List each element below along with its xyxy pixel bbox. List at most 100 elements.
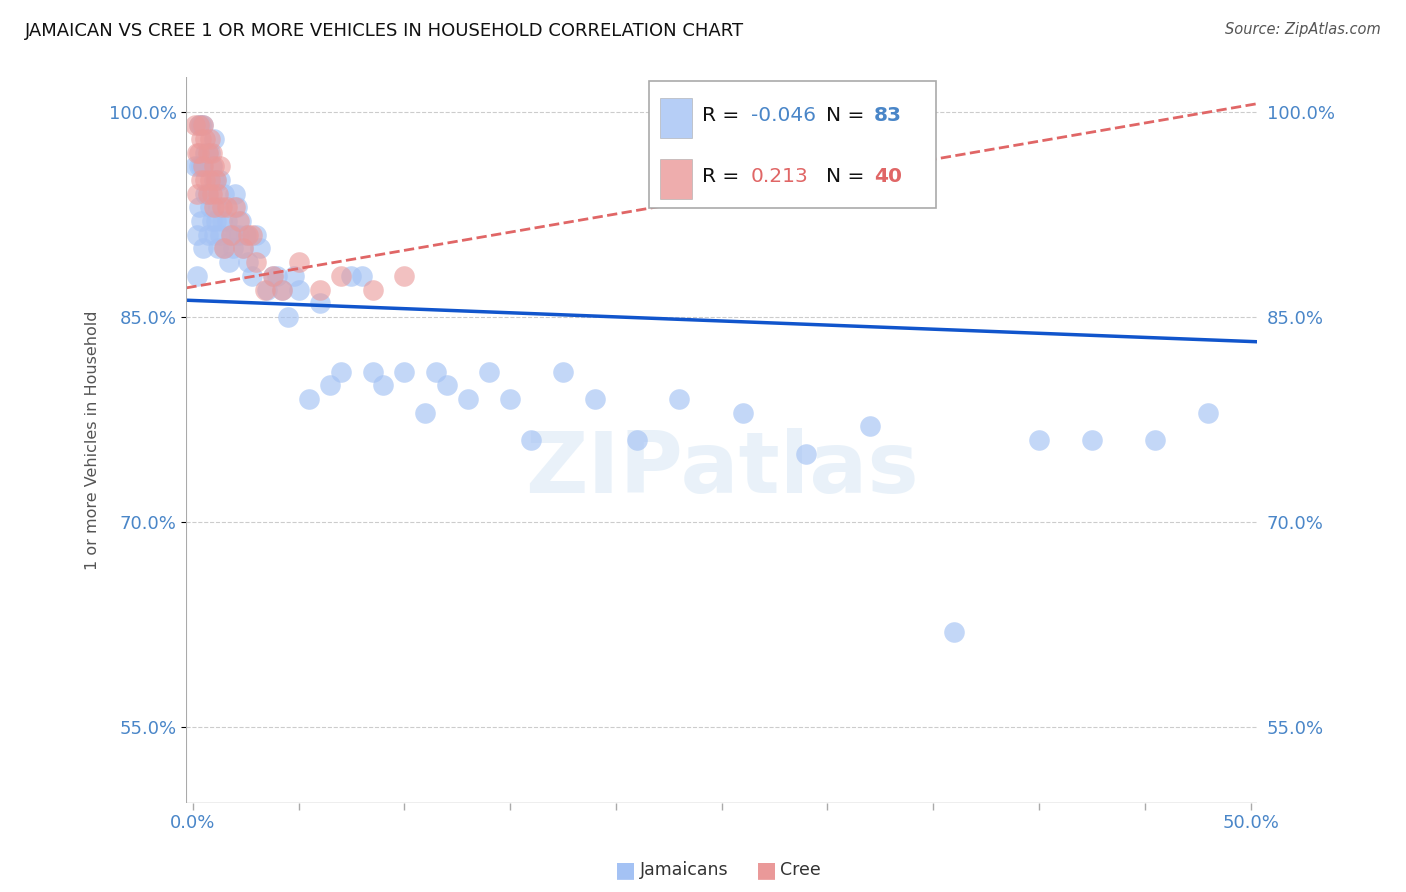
Point	[219, 227, 242, 242]
Point	[1144, 433, 1167, 447]
Point	[551, 365, 574, 379]
Point	[277, 310, 299, 324]
Point	[202, 201, 225, 215]
Point	[373, 378, 395, 392]
Point	[186, 227, 208, 242]
Point	[193, 242, 215, 256]
Point	[188, 145, 211, 160]
Point	[198, 173, 221, 187]
Point	[245, 227, 267, 242]
Point	[194, 173, 217, 187]
Point	[190, 119, 212, 133]
Point	[287, 255, 309, 269]
Text: ■: ■	[616, 860, 636, 880]
Point	[186, 145, 208, 160]
Point	[235, 227, 257, 242]
Point	[214, 242, 236, 256]
Point	[186, 268, 208, 283]
Point	[394, 365, 416, 379]
Point	[193, 160, 215, 174]
Point	[228, 214, 250, 228]
Point	[188, 160, 211, 174]
Point	[425, 365, 447, 379]
Point	[209, 160, 232, 174]
Point	[457, 392, 479, 406]
Point	[197, 186, 219, 201]
Point	[520, 433, 543, 447]
Point	[198, 145, 221, 160]
Point	[190, 160, 212, 174]
Point	[1028, 433, 1050, 447]
Point	[256, 283, 278, 297]
Point	[298, 392, 321, 406]
Point	[249, 242, 271, 256]
Point	[202, 160, 225, 174]
FancyBboxPatch shape	[659, 159, 692, 199]
Point	[478, 365, 501, 379]
Point	[626, 433, 648, 447]
Point	[329, 268, 352, 283]
Point	[194, 145, 217, 160]
Text: N =: N =	[825, 168, 863, 186]
Point	[270, 283, 292, 297]
Point	[350, 268, 373, 283]
Point	[287, 283, 309, 297]
Point	[188, 201, 211, 215]
Point	[308, 283, 330, 297]
Point	[668, 392, 690, 406]
Point	[193, 119, 215, 133]
Point	[188, 119, 211, 133]
Point	[266, 268, 288, 283]
Point	[202, 227, 225, 242]
Point	[184, 119, 207, 133]
FancyBboxPatch shape	[659, 98, 692, 137]
Point	[193, 160, 215, 174]
Point	[207, 186, 229, 201]
Text: 83: 83	[873, 106, 901, 126]
Point	[193, 119, 215, 133]
Point	[211, 214, 233, 228]
Point	[283, 268, 305, 283]
Point	[943, 624, 966, 639]
Point	[319, 378, 342, 392]
Point	[262, 268, 284, 283]
Point	[201, 160, 224, 174]
Point	[197, 186, 219, 201]
Point	[1197, 406, 1219, 420]
Point	[270, 283, 292, 297]
Point	[340, 268, 363, 283]
Point	[253, 283, 276, 297]
Point	[214, 186, 236, 201]
Point	[190, 173, 212, 187]
Point	[228, 227, 250, 242]
Text: 0.213: 0.213	[751, 168, 808, 186]
Point	[207, 242, 229, 256]
Text: JAMAICAN VS CREE 1 OR MORE VEHICLES IN HOUSEHOLD CORRELATION CHART: JAMAICAN VS CREE 1 OR MORE VEHICLES IN H…	[25, 22, 744, 40]
Text: 40: 40	[873, 168, 901, 186]
Point	[583, 392, 606, 406]
Point	[219, 227, 242, 242]
Point	[499, 392, 522, 406]
Text: Jamaicans: Jamaicans	[640, 861, 728, 879]
Point	[207, 201, 229, 215]
Point	[329, 365, 352, 379]
Point	[209, 227, 232, 242]
Point	[205, 214, 228, 228]
Point	[415, 406, 437, 420]
Point	[231, 214, 253, 228]
Point	[201, 186, 224, 201]
Point	[361, 283, 384, 297]
Text: ZIPatlas: ZIPatlas	[524, 427, 918, 510]
Point	[197, 227, 219, 242]
Point	[236, 255, 259, 269]
Point	[262, 268, 284, 283]
Point	[224, 201, 246, 215]
Point	[236, 227, 259, 242]
Point	[240, 268, 263, 283]
Point	[859, 419, 882, 434]
Point	[197, 145, 219, 160]
Point	[209, 173, 232, 187]
Text: ■: ■	[756, 860, 776, 880]
Point	[205, 173, 228, 187]
Point	[232, 242, 254, 256]
